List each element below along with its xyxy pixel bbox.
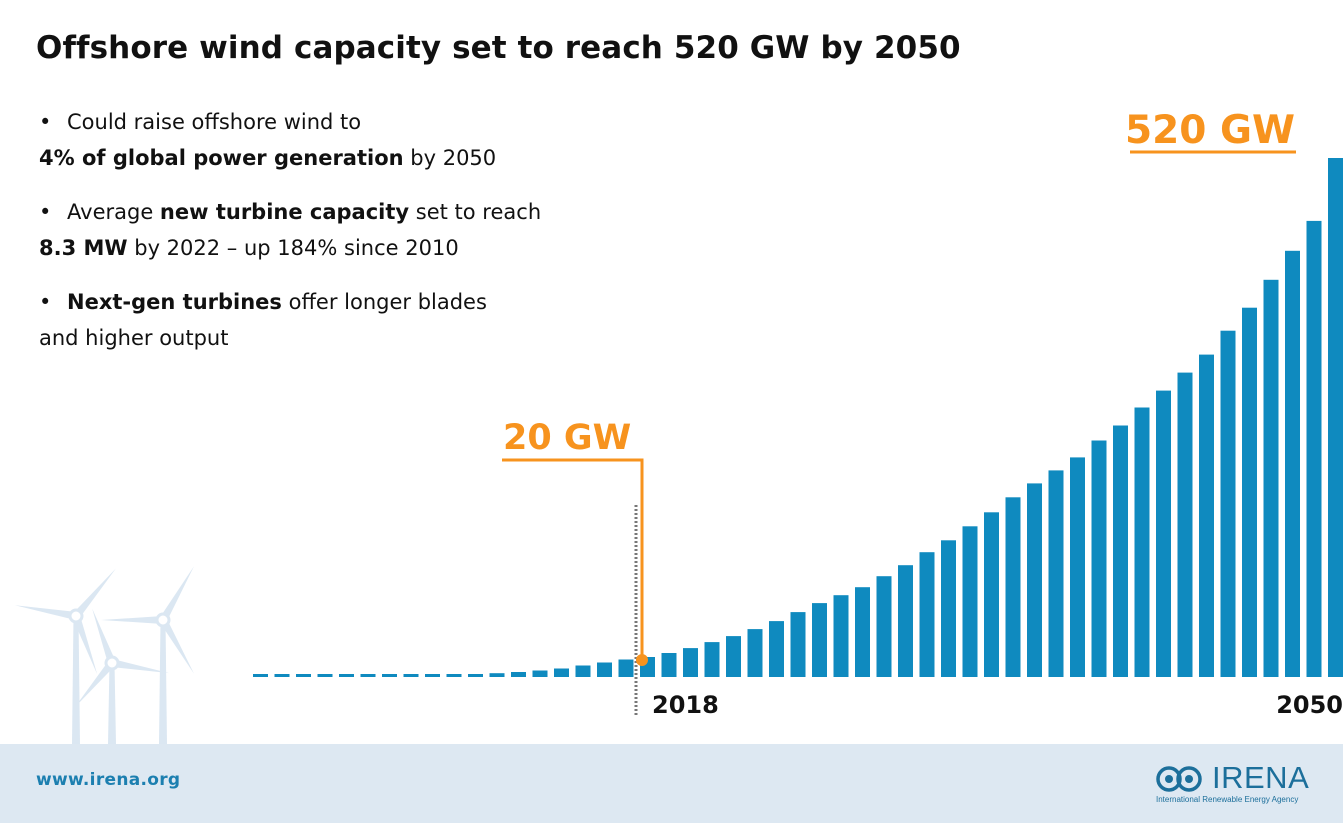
bar-2050 bbox=[1328, 158, 1343, 677]
bar-2013 bbox=[532, 670, 548, 677]
irena-logo-icon bbox=[1156, 766, 1202, 792]
bar-2005 bbox=[360, 674, 376, 677]
turbine-blade bbox=[72, 568, 116, 619]
fact-item-share: • Could raise offshore wind to 4% of glob… bbox=[39, 104, 679, 176]
fact-highlight: Next-gen turbines bbox=[67, 290, 282, 314]
bar-2048 bbox=[1285, 250, 1300, 678]
bar-2010 bbox=[468, 674, 483, 677]
bar-2034 bbox=[984, 512, 999, 677]
bar-2015 bbox=[575, 665, 591, 677]
turbine-blade bbox=[101, 616, 163, 624]
bar-2030 bbox=[898, 565, 913, 677]
bar-2025 bbox=[790, 612, 806, 677]
bar-2023 bbox=[747, 629, 763, 677]
bar-2009 bbox=[446, 674, 462, 677]
tick-label-2050: 2050 bbox=[1276, 691, 1343, 719]
bar-2027 bbox=[833, 595, 849, 677]
bar-2008 bbox=[425, 674, 440, 677]
annotation-dot-20gw bbox=[636, 654, 648, 666]
bullet-marker: • bbox=[39, 200, 52, 224]
page-title: Offshore wind capacity set to reach 520 … bbox=[36, 30, 961, 66]
bar-2040 bbox=[1113, 425, 1128, 677]
bar-2035 bbox=[1005, 497, 1021, 677]
bar-2036 bbox=[1027, 483, 1042, 677]
bar-2046 bbox=[1242, 307, 1257, 677]
bar-2029 bbox=[876, 576, 892, 677]
fact-text: by 2022 – up 184% since 2010 bbox=[127, 236, 459, 260]
fact-highlight: 8.3 MW bbox=[39, 236, 128, 260]
fact-item-turbine-capacity: • Average new turbine capacity set to rea… bbox=[39, 194, 679, 266]
bar-2028 bbox=[855, 587, 870, 677]
annotation-leader-20gw bbox=[502, 458, 644, 660]
bar-2002 bbox=[296, 674, 311, 677]
bar-2011 bbox=[489, 673, 505, 677]
bar-2024 bbox=[769, 621, 784, 677]
fact-text: set to reach bbox=[409, 200, 542, 224]
bar-2018 bbox=[640, 657, 655, 677]
turbine-blade bbox=[111, 659, 170, 674]
bar-2042 bbox=[1156, 390, 1171, 677]
irena-logo: IRENA International Renewable Energy Age… bbox=[1156, 760, 1316, 806]
turbine-hub bbox=[155, 612, 171, 628]
turbine-blade bbox=[74, 660, 116, 708]
bar-2038 bbox=[1070, 457, 1085, 677]
bar-2047 bbox=[1263, 279, 1279, 677]
bar-2033 bbox=[962, 526, 978, 677]
fact-text: Average bbox=[67, 200, 160, 224]
footer: www.irena.org IRENA International Renewa… bbox=[0, 744, 1343, 823]
bar-2043 bbox=[1177, 372, 1193, 677]
turbine-tower bbox=[159, 620, 167, 744]
bar-2032 bbox=[941, 540, 956, 677]
turbine-hub bbox=[68, 608, 84, 624]
bar-2020 bbox=[683, 648, 698, 677]
bar-2041 bbox=[1134, 407, 1150, 677]
bar-2017 bbox=[618, 659, 634, 677]
wind-turbine-icon bbox=[14, 566, 194, 744]
bar-2006 bbox=[382, 674, 397, 677]
website-link[interactable]: www.irena.org bbox=[36, 770, 181, 790]
fact-item-next-gen: • Next-gen turbines offer longer blades a… bbox=[39, 284, 679, 356]
fact-text: by 2050 bbox=[403, 146, 497, 170]
bar-2007 bbox=[403, 674, 419, 677]
bar-2000 bbox=[253, 674, 268, 677]
bar-2022 bbox=[726, 636, 741, 677]
bar-2001 bbox=[274, 674, 290, 677]
fact-text: offer longer blades bbox=[281, 290, 487, 314]
bar-2044 bbox=[1199, 354, 1214, 677]
bar-2039 bbox=[1091, 440, 1107, 677]
bar-2045 bbox=[1220, 330, 1236, 677]
logo-subtitle: International Renewable Energy Agency bbox=[1156, 795, 1299, 804]
bar-2019 bbox=[661, 653, 677, 677]
key-facts-list: • Could raise offshore wind to 4% of glob… bbox=[39, 104, 679, 374]
bar-2037 bbox=[1048, 470, 1064, 677]
bar-2014 bbox=[554, 668, 569, 677]
bar-2021 bbox=[704, 642, 720, 677]
annotation-label-520gw: 520 GW bbox=[1125, 108, 1295, 153]
bar-2031 bbox=[919, 552, 935, 677]
logo-name: IRENA bbox=[1212, 760, 1310, 795]
turbine-blade bbox=[72, 614, 98, 675]
fact-highlight: new turbine capacity bbox=[159, 200, 410, 224]
fact-highlight: 4% of global power generation bbox=[39, 146, 404, 170]
turbine-tower bbox=[72, 616, 80, 744]
bar-2012 bbox=[511, 672, 526, 677]
bar-2003 bbox=[317, 674, 333, 677]
tick-label-2018: 2018 bbox=[652, 691, 719, 719]
turbine-blade bbox=[92, 608, 116, 665]
turbine-tower bbox=[108, 663, 116, 744]
annotation-label-20gw: 20 GW bbox=[503, 418, 631, 458]
fact-text: and higher output bbox=[39, 326, 229, 350]
bullet-marker: • bbox=[39, 290, 52, 314]
bar-2016 bbox=[597, 662, 612, 677]
bullet-marker: • bbox=[39, 110, 52, 134]
turbine-blade bbox=[14, 605, 77, 620]
bar-2049 bbox=[1306, 220, 1322, 677]
bar-2026 bbox=[812, 603, 827, 677]
bar-2004 bbox=[339, 674, 354, 677]
turbine-blade bbox=[159, 618, 194, 674]
turbine-blade bbox=[159, 566, 194, 622]
turbine-hub bbox=[104, 655, 120, 671]
fact-text: Could raise offshore wind to bbox=[67, 110, 362, 134]
